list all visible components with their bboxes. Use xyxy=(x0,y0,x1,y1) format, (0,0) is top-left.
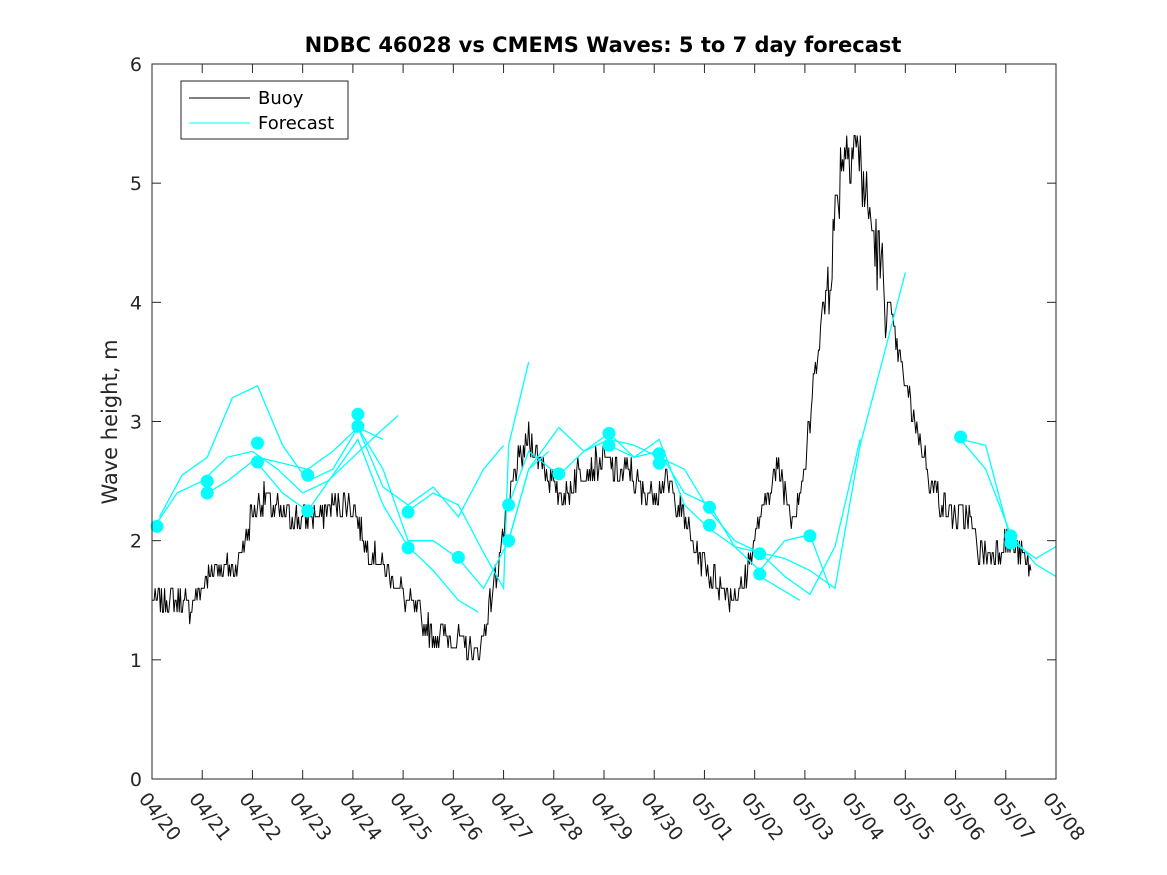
forecast-marker xyxy=(351,419,365,433)
forecast-marker xyxy=(301,504,315,518)
forecast-marker xyxy=(602,426,616,440)
forecast-line-4 xyxy=(257,438,479,613)
forecast-line-9 xyxy=(608,439,861,596)
plot-area xyxy=(150,135,1057,661)
forecast-line-2 xyxy=(158,384,384,518)
forecast-marker xyxy=(251,455,264,469)
forecast-marker xyxy=(652,447,666,461)
y-tick-label: 3 xyxy=(130,412,142,434)
buoy-line xyxy=(152,135,1032,661)
legend: Buoy Forecast xyxy=(180,80,349,140)
forecast-line-6 xyxy=(407,361,530,591)
forecast-marker xyxy=(753,567,767,581)
forecast-marker xyxy=(652,456,666,470)
forecast-marker xyxy=(401,541,415,555)
forecast-marker xyxy=(954,430,968,444)
y-tick-label: 0 xyxy=(130,769,142,791)
forecast-marker xyxy=(301,468,315,482)
forecast-marker xyxy=(602,438,616,452)
y-axis-label: Wave height, m xyxy=(98,339,122,504)
forecast-marker xyxy=(803,529,817,543)
forecast-marker xyxy=(401,505,415,519)
forecast-marker xyxy=(200,486,214,500)
forecast-marker xyxy=(200,474,214,488)
forecast-marker xyxy=(251,436,264,450)
legend-box xyxy=(180,80,349,140)
forecast-marker xyxy=(703,518,716,532)
forecast-marker xyxy=(502,498,516,512)
forecast-marker xyxy=(502,534,516,548)
forecast-marker xyxy=(451,550,465,564)
legend-buoy-label: Buoy xyxy=(258,88,304,109)
chart-title: NDBC 46028 vs CMEMS Waves: 5 to 7 day fo… xyxy=(305,33,902,57)
y-tick-label: 5 xyxy=(130,173,142,195)
forecast-marker xyxy=(703,500,716,514)
forecast-marker xyxy=(351,407,365,421)
forecast-line-10 xyxy=(759,575,801,601)
legend-forecast-label: Forecast xyxy=(258,113,334,134)
forecast-marker xyxy=(1004,536,1018,550)
forecast-marker xyxy=(150,519,164,533)
y-tick-label: 6 xyxy=(130,54,142,76)
forecast-marker xyxy=(552,467,566,481)
y-tick-label: 2 xyxy=(130,531,142,553)
y-tick-label: 4 xyxy=(130,292,142,314)
forecast-marker xyxy=(753,547,767,561)
y-tick-label: 1 xyxy=(130,650,142,672)
